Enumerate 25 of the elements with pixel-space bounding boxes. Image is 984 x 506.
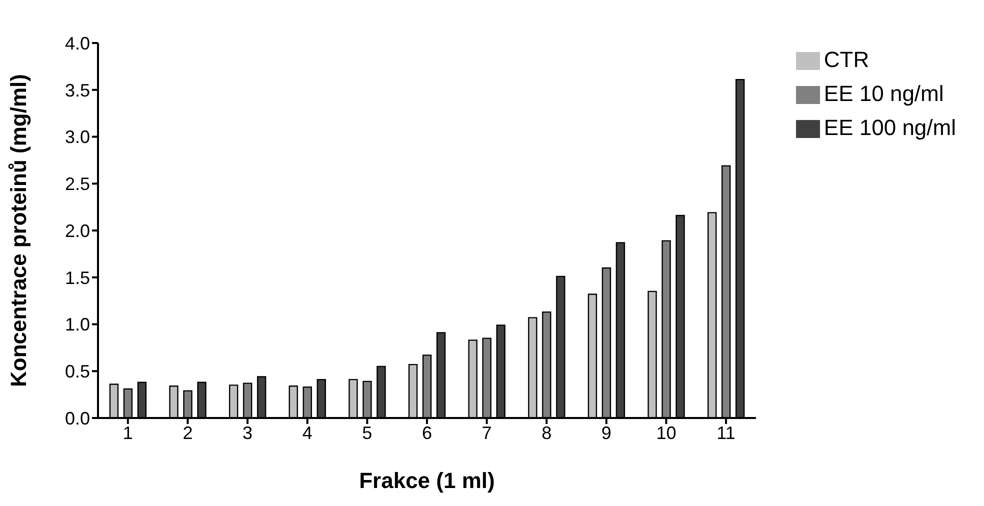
- x-tick-label: 9: [601, 422, 612, 443]
- x-tick-label: 4: [302, 422, 312, 443]
- x-tick-label: 10: [656, 422, 676, 443]
- legend-label: CTR: [824, 47, 870, 72]
- y-tick-label: 0.0: [64, 408, 90, 428]
- y-tick-label: 4.0: [64, 33, 90, 54]
- x-tick-label: 1: [122, 422, 133, 443]
- x-tick-label: 7: [482, 422, 492, 443]
- y-tick-label: 2.5: [64, 174, 90, 194]
- y-tick-label: 0.5: [64, 362, 90, 382]
- y-tick-label: 2.0: [64, 220, 90, 241]
- x-tick-label: 6: [422, 422, 432, 443]
- x-tick-label: 2: [182, 422, 193, 443]
- y-tick-label: 3.5: [64, 80, 90, 100]
- x-tick-label: 8: [542, 422, 552, 443]
- legend-label: EE 100 ng/ml: [824, 115, 956, 140]
- y-axis-title: Koncentrace proteinů (mg/ml): [6, 74, 31, 387]
- x-tick-label: 5: [362, 422, 372, 443]
- x-tick-label: 11: [716, 422, 736, 443]
- y-tick-label: 3.0: [64, 127, 90, 148]
- y-tick-label: 1.0: [64, 314, 90, 335]
- x-axis-title: Frakce (1 ml): [359, 468, 495, 493]
- legend-label: EE 10 ng/ml: [824, 81, 944, 106]
- y-tick-label: 1.5: [64, 268, 90, 288]
- x-tick-label: 3: [242, 422, 253, 443]
